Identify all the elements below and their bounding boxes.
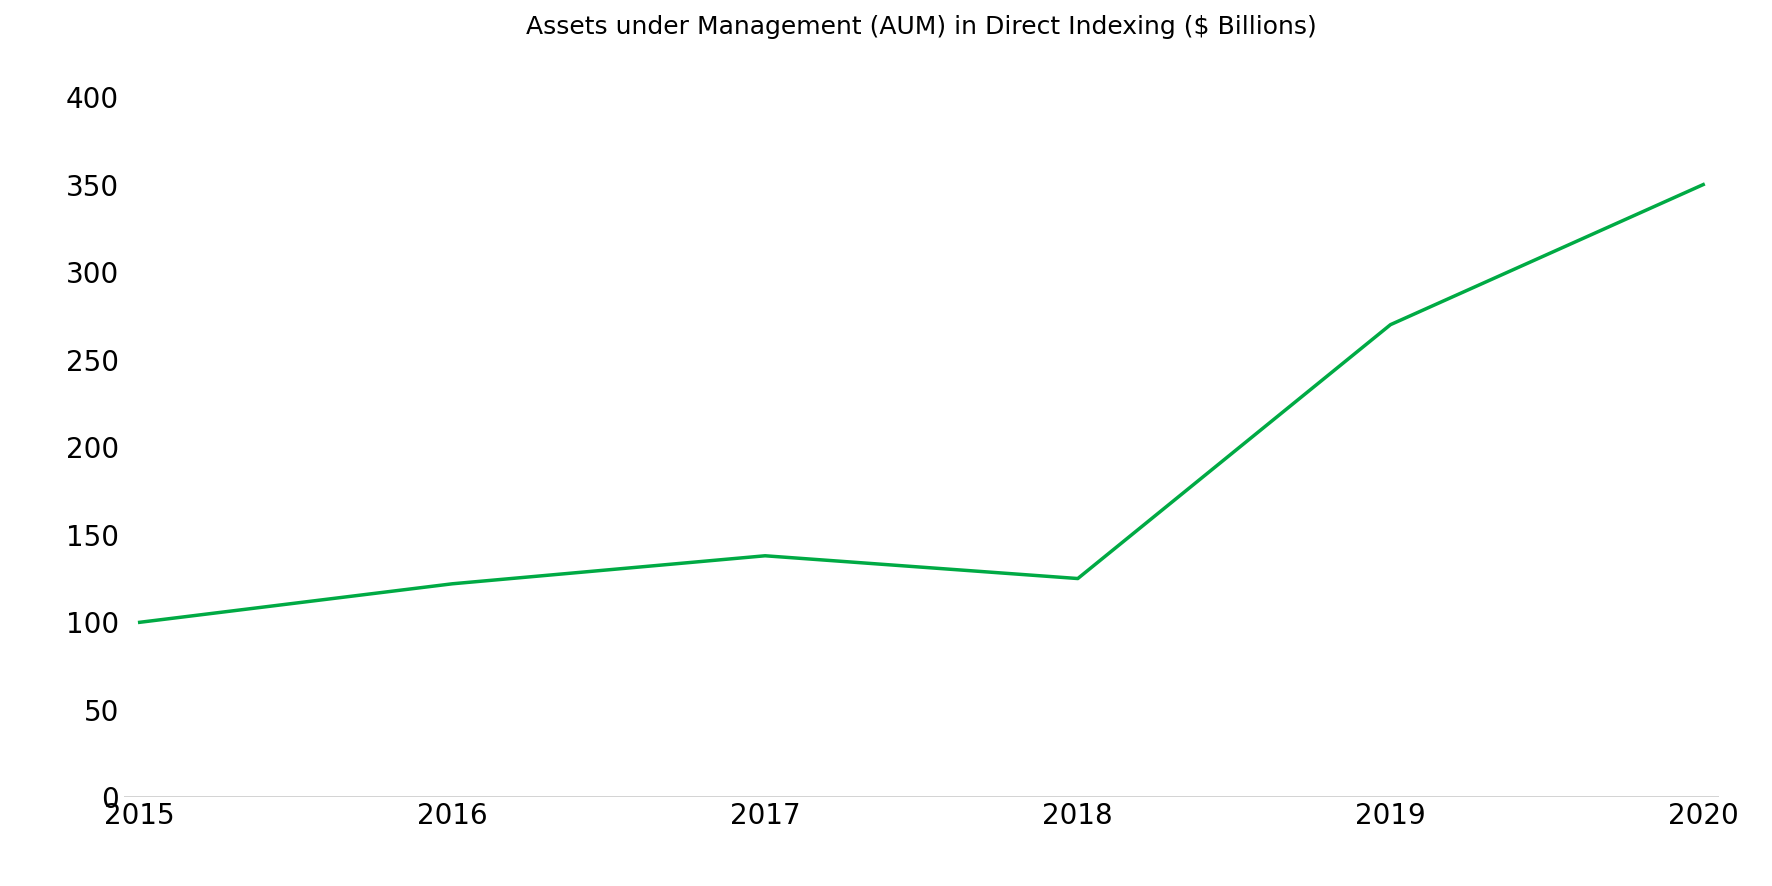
Title: Assets under Management (AUM) in Direct Indexing ($ Billions): Assets under Management (AUM) in Direct … (526, 15, 1317, 39)
